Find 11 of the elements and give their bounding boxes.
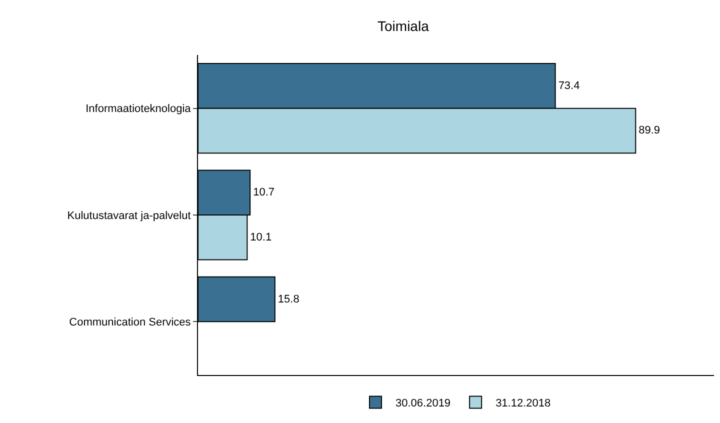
legend-label: 31.12.2018	[496, 398, 551, 410]
chart-title: Toimiala	[378, 18, 430, 34]
data-label: 10.7	[253, 186, 275, 199]
data-label: 15.8	[278, 293, 300, 306]
data-label: 10.1	[250, 231, 272, 244]
y-tick-label: Kulutustavarat ja-palvelut	[67, 210, 191, 222]
y-tick-label: Communication Services	[69, 316, 192, 329]
data-label: 73.4	[558, 80, 580, 92]
legend-label: 30.06.2019	[396, 398, 451, 410]
data-label: 89.9	[638, 124, 660, 137]
y-tick-label: Informaatioteknologia	[86, 103, 192, 116]
